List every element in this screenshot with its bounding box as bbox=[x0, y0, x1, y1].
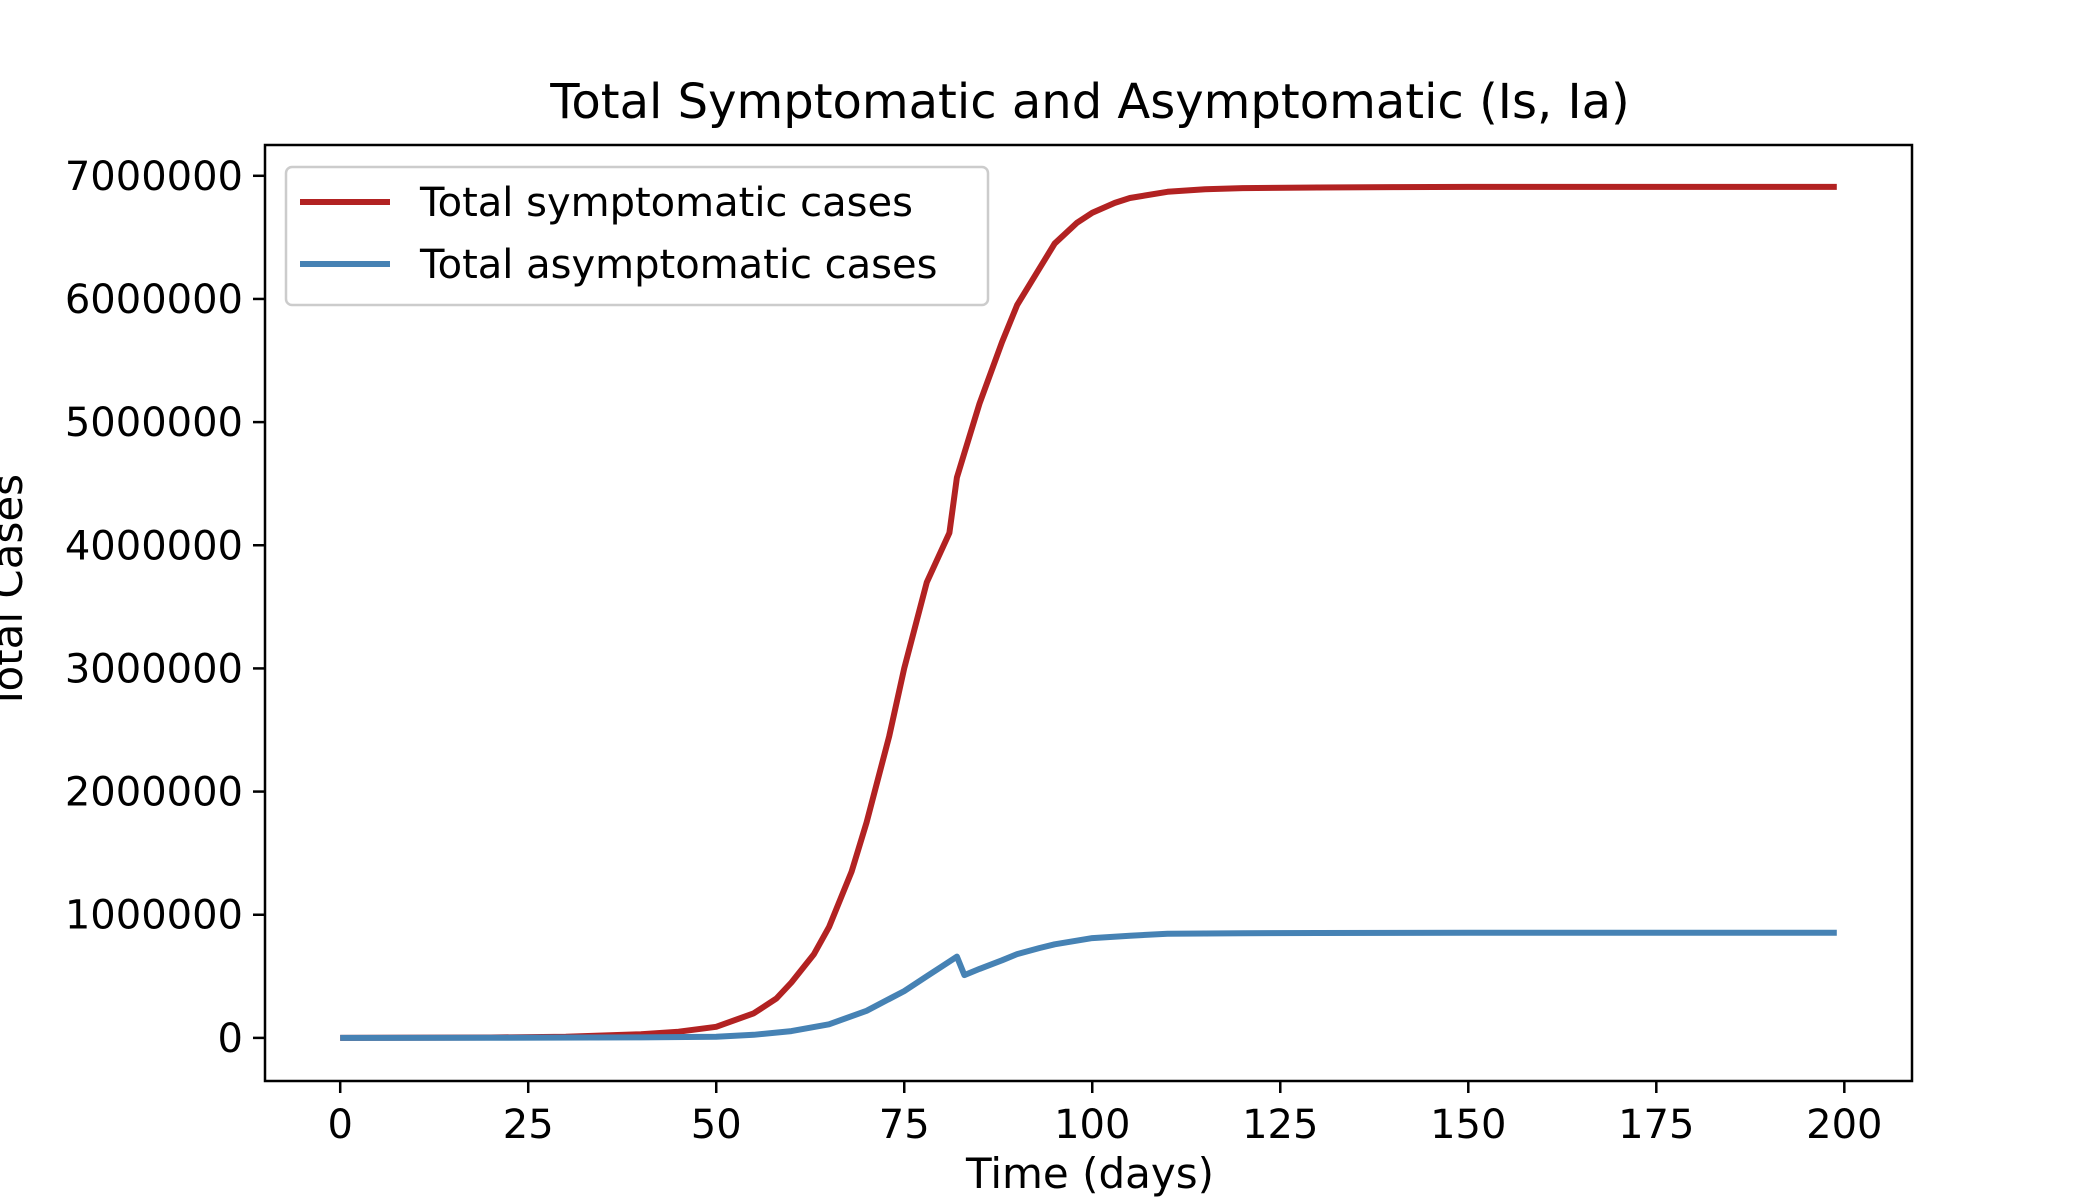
y-tick-label: 7000000 bbox=[65, 154, 243, 200]
legend-box bbox=[284, 165, 990, 307]
x-tick-label: 50 bbox=[691, 1102, 742, 1148]
legend: Total symptomatic cases Total asymptomati… bbox=[284, 165, 990, 307]
legend-entry: Total symptomatic cases bbox=[419, 180, 913, 226]
x-tick-label: 200 bbox=[1806, 1102, 1882, 1148]
x-axis: 0 25 50 75 100 125 150 175 200 bbox=[327, 1081, 1882, 1148]
axes-frame bbox=[263, 143, 1914, 1083]
y-tick-label: 6000000 bbox=[65, 277, 243, 323]
y-tick-label: 4000000 bbox=[65, 523, 243, 569]
x-tick-label: 175 bbox=[1618, 1102, 1694, 1148]
y-tick-label: 1000000 bbox=[65, 893, 243, 939]
y-tick-label: 2000000 bbox=[65, 770, 243, 816]
x-tick-label: 150 bbox=[1430, 1102, 1506, 1148]
legend-entry: Total asymptomatic cases bbox=[419, 242, 937, 288]
y-tick-label: 3000000 bbox=[65, 646, 243, 692]
series-layer bbox=[340, 183, 1837, 1041]
y-tick-label: 0 bbox=[218, 1016, 243, 1062]
x-tick-label: 100 bbox=[1054, 1102, 1130, 1148]
x-axis-label: Time (days) bbox=[965, 1149, 1214, 1198]
y-axis: 0 1000000 2000000 3000000 4000000 5000000 6000… bbox=[65, 154, 265, 1062]
series-line-asymptomatic bbox=[340, 929, 1837, 1041]
x-tick-label: 0 bbox=[327, 1102, 352, 1148]
series-line-symptomatic bbox=[340, 183, 1837, 1041]
x-tick-label: 125 bbox=[1242, 1102, 1318, 1148]
y-axis-label: Total Cases bbox=[0, 474, 32, 711]
x-tick-label: 75 bbox=[879, 1102, 930, 1148]
y-tick-label: 5000000 bbox=[65, 400, 243, 446]
x-tick-label: 25 bbox=[503, 1102, 554, 1148]
chart-title: Total Symptomatic and Asymptomatic (Is, … bbox=[549, 74, 1630, 130]
